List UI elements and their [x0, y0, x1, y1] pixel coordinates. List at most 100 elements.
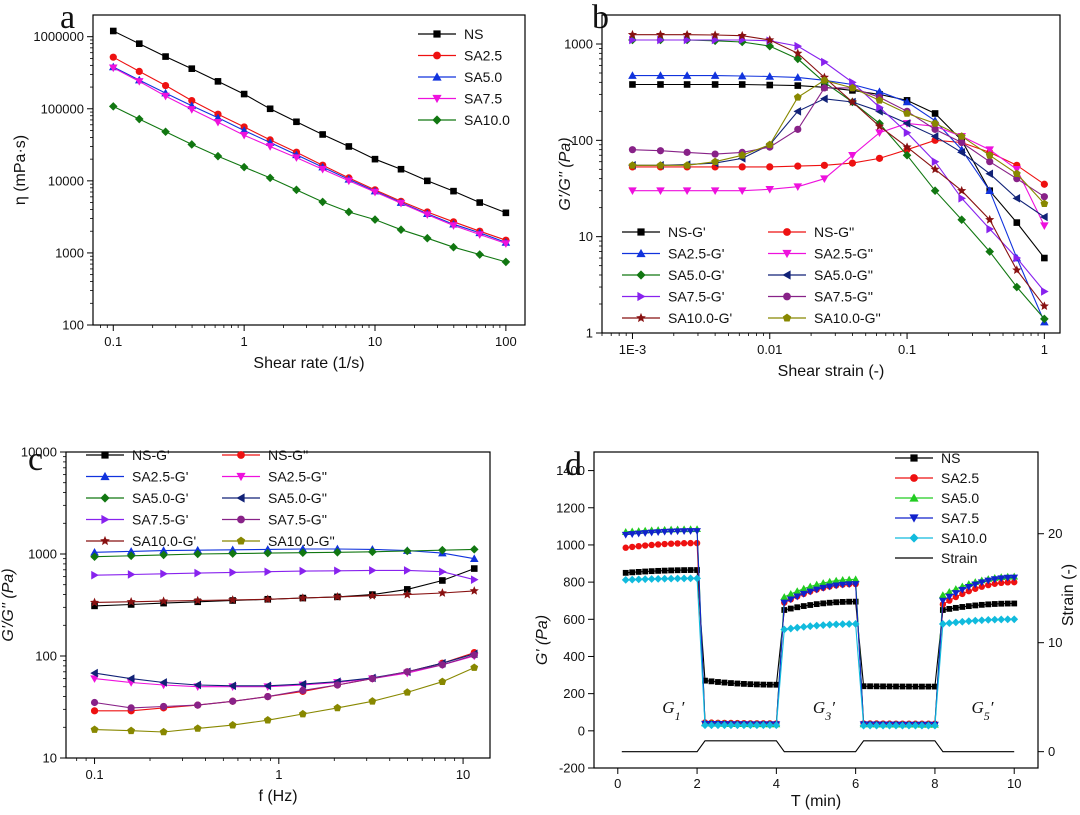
- legend-label-sa7-5: SA7.5: [941, 510, 979, 526]
- data-point-sa10-0: [971, 616, 980, 625]
- data-point-sa10-0-g: [403, 688, 412, 696]
- data-point-sa10-0-g: [931, 119, 939, 127]
- data-point-sa7-5: [501, 240, 511, 248]
- data-point-sa7-5-g: [931, 157, 940, 167]
- data-point-sa10-0: [905, 721, 913, 730]
- legend-label-sa2-5-g: SA2.5-G'': [814, 246, 873, 262]
- data-point-ns: [681, 567, 687, 574]
- data-point-ns: [998, 600, 1005, 607]
- data-point-sa5-0-g: [90, 668, 98, 678]
- data-point-sa7-5: [780, 599, 789, 607]
- data-point-sa10-0-g: [793, 48, 803, 58]
- legend-label-sa7-5: SA7.5: [464, 91, 502, 107]
- legend-label-strain: Strain: [941, 550, 978, 566]
- data-point-sa10-0-g: [903, 109, 911, 117]
- legend-marker-ns: [910, 454, 918, 462]
- data-point-sa7-5: [806, 588, 815, 596]
- data-point-sa10-0-g: [902, 142, 912, 152]
- data-point-sa10-0: [344, 207, 354, 217]
- data-point-sa5-0: [812, 580, 821, 588]
- legend-marker-sa10-0-g: [636, 312, 646, 323]
- data-point-sa2-5: [687, 539, 694, 547]
- data-point-sa10-0: [866, 721, 874, 730]
- legend-marker-ns-g: [637, 228, 645, 236]
- data-point-sa10-0: [134, 114, 144, 124]
- data-point-sa7-5: [686, 528, 695, 535]
- data-point-ns-g: [820, 161, 828, 169]
- y-tick-label: 100000: [41, 101, 84, 116]
- data-point-sa7-5: [647, 529, 656, 537]
- y2-tick-label: 10: [1048, 635, 1062, 650]
- data-point-sa10-0: [634, 575, 643, 584]
- data-point-sa5-0-g: [368, 547, 377, 557]
- data-point-sa7-5: [239, 131, 249, 140]
- data-point-sa10-0-g: [656, 161, 665, 169]
- plot-frame: [593, 451, 1039, 769]
- data-point-sa7-5-g: [657, 35, 665, 45]
- data-point-sa10-0: [951, 618, 960, 627]
- data-point-ns: [655, 567, 662, 574]
- data-point-ns: [880, 683, 886, 690]
- data-point-sa5-0-g: [126, 674, 135, 683]
- data-point-sa7-5: [423, 211, 432, 219]
- data-point-sa10-0-g: [193, 724, 202, 732]
- annotation-main: G: [662, 698, 674, 717]
- panel-c-letter: c: [28, 441, 43, 478]
- data-point-sa7-5: [786, 596, 795, 604]
- data-point-sa10-0-g: [710, 30, 720, 39]
- x-tick-label: 0.1: [104, 334, 122, 349]
- data-point-ns: [694, 567, 700, 573]
- data-point-ns: [397, 165, 405, 173]
- data-point-ns: [800, 603, 807, 609]
- plot-frame: [601, 14, 1061, 334]
- data-point-sa7-5: [673, 528, 682, 536]
- legend-marker-sa5-0-g: [636, 270, 646, 280]
- data-point-sa10-0: [213, 151, 223, 161]
- data-point-sa7-5-g: [160, 569, 168, 579]
- data-point-sa7-5-g: [683, 35, 692, 45]
- y-tick-label: 10: [579, 229, 593, 244]
- series-line-sa10-0-g: [632, 79, 1045, 205]
- data-point-sa10-0-g: [159, 596, 169, 606]
- legend-label-sa5-0: SA5.0: [464, 69, 502, 85]
- data-point-sa7-5-g: [958, 194, 966, 203]
- x-tick-label: 2: [693, 776, 700, 791]
- data-point-ns: [787, 605, 794, 612]
- data-point-sa10-0-g: [682, 29, 692, 39]
- data-point-sa10-0: [660, 574, 669, 583]
- data-point-ns: [424, 177, 431, 185]
- data-point-sa10-0-g: [655, 29, 666, 39]
- data-point-sa2-5-g: [469, 554, 479, 562]
- legend-label-sa2-5-g: SA2.5-G'': [268, 469, 327, 485]
- data-point-sa10-0: [693, 574, 701, 583]
- data-point-ns: [502, 209, 510, 217]
- data-point-sa7-5-g: [931, 125, 939, 133]
- legend-marker-sa5-0-g: [782, 270, 791, 280]
- data-point-sa10-0-g: [957, 132, 966, 140]
- y2-tick-label: 0: [1048, 744, 1055, 759]
- data-point-sa7-5-g: [438, 661, 446, 669]
- legend-marker-sa2-5-g: [782, 249, 792, 259]
- data-point-ns: [753, 681, 760, 688]
- data-point-sa7-5-g: [1040, 193, 1048, 201]
- legend-marker-sa5-0-g: [100, 493, 110, 503]
- data-point-sa10-0-g: [874, 121, 885, 131]
- data-point-sa7-5-g: [90, 698, 99, 707]
- data-point-sa10-0-g: [438, 677, 447, 685]
- data-point-ns: [991, 601, 998, 607]
- data-point-sa10-0: [851, 620, 860, 628]
- data-point-ns-g: [91, 602, 98, 610]
- data-point-ns: [867, 683, 873, 690]
- data-point-sa2-5: [674, 540, 681, 547]
- panel-a-letter: a: [60, 0, 75, 36]
- data-point-ns: [293, 118, 300, 126]
- data-point-sa5-0-g: [438, 545, 447, 555]
- data-point-sa10-0: [396, 225, 406, 235]
- data-point-sa7-5: [680, 528, 688, 536]
- data-point-ns: [972, 602, 979, 609]
- data-point-sa7-5-g: [629, 35, 637, 45]
- x-tick-label: 10: [456, 767, 470, 782]
- data-point-sa2-5-g: [656, 71, 665, 79]
- y-tick-label: 600: [563, 612, 585, 627]
- data-point-sa7-5-g: [628, 146, 637, 154]
